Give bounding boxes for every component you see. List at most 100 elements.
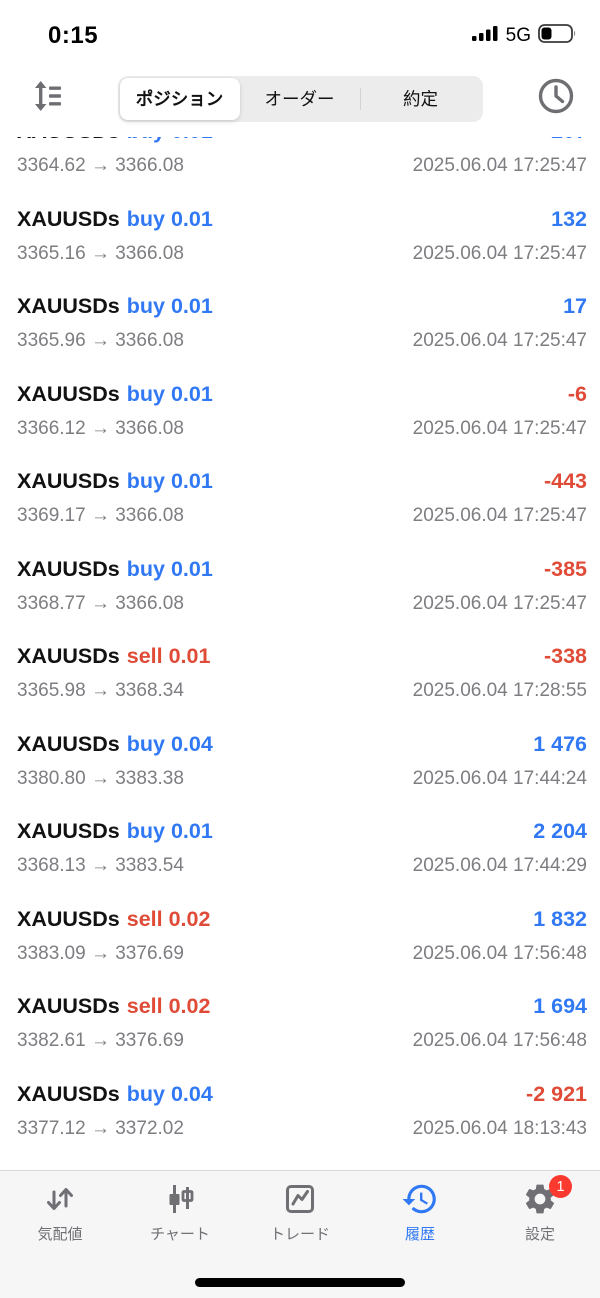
symbol-label: XAUUSDs — [17, 206, 120, 231]
history-row[interactable]: XAUUSDs buy 0.01 2 204 3368.13 → 3383.54 … — [0, 806, 600, 894]
chart-square-icon — [281, 1180, 319, 1218]
clock-icon[interactable] — [536, 76, 576, 121]
symbol-label: XAUUSDs — [17, 469, 120, 493]
price-open-close: 3364.62 → 3366.08 — [17, 155, 184, 176]
bottom-tab-bar: 気配値 チャート トレード — [0, 1170, 600, 1298]
side-volume-label: sell 0.01 — [126, 644, 211, 668]
profit-value: 1 476 — [533, 731, 587, 756]
signal-strength-icon — [471, 25, 499, 48]
profit-value: 17 — [563, 294, 587, 318]
side-volume-label: sell 0.02 — [126, 906, 211, 931]
trade-datetime: 2025.06.04 17:56:48 — [412, 942, 587, 964]
history-row[interactable]: XAUUSDs buy 0.04 -2 921 3377.12 → 3372.02… — [0, 1069, 600, 1157]
trade-datetime: 2025.06.04 17:56:48 — [412, 1030, 587, 1051]
trade-datetime: 2025.06.04 17:44:24 — [412, 767, 587, 789]
price-open-close: 3383.09 → 3376.69 — [17, 942, 184, 964]
history-row[interactable]: XAUUSDs buy 0.01 -443 3369.17 → 3366.08 2… — [0, 456, 600, 544]
price-open-close: 3368.77 → 3366.08 — [17, 592, 184, 614]
side-volume-label: buy 0.01 — [126, 294, 213, 318]
side-volume-label: buy 0.01 — [126, 381, 213, 406]
profit-value: 2 204 — [533, 819, 587, 843]
side-volume-label: buy 0.01 — [127, 137, 213, 143]
symbol-label: XAUUSDs — [17, 381, 120, 406]
profit-value: -2 921 — [526, 1081, 587, 1106]
price-open-close: 3377.12 → 3372.02 — [17, 1117, 184, 1139]
symbol-label: XAUUSDs — [17, 994, 120, 1018]
arrows-down-up-icon — [41, 1180, 79, 1218]
side-volume-label: buy 0.04 — [126, 731, 213, 756]
battery-icon — [538, 24, 578, 48]
history-row[interactable]: XAUUSDs sell 0.01 -338 3365.98 → 3368.34 … — [0, 631, 600, 719]
profit-value: 1 694 — [533, 994, 587, 1018]
profit-value: -6 — [567, 381, 587, 406]
history-tab-group: ポジション オーダー 約定 — [117, 75, 483, 122]
symbol-label: XAUUSDs — [17, 731, 120, 756]
side-volume-label: buy 0.01 — [126, 556, 213, 581]
history-row[interactable]: XAUUSDs buy 0.01 17 3365.96 → 3366.08 202… — [0, 281, 600, 369]
profit-value: 132 — [551, 206, 587, 231]
trade-datetime: 2025.06.04 18:13:43 — [412, 1117, 587, 1139]
trade-datetime: 2025.06.04 17:44:29 — [412, 855, 587, 876]
trade-datetime: 2025.06.04 17:25:47 — [412, 330, 587, 351]
nav-label: 気配値 — [37, 1226, 83, 1243]
side-volume-label: buy 0.01 — [126, 206, 213, 231]
side-volume-label: buy 0.01 — [126, 469, 213, 493]
trade-datetime: 2025.06.04 17:25:47 — [412, 505, 587, 526]
symbol-label: XAUUSDs — [17, 294, 120, 318]
symbol-label: XAUUSDs — [17, 1081, 120, 1106]
nav-settings[interactable]: 設定 1 — [480, 1175, 600, 1244]
nav-trade[interactable]: トレード — [240, 1180, 360, 1244]
gear-icon — [521, 1180, 559, 1218]
network-type-label: 5G — [505, 25, 531, 46]
nav-quotes[interactable]: 気配値 — [0, 1180, 120, 1244]
price-open-close: 3366.12 → 3366.08 — [17, 417, 184, 439]
tab-orders[interactable]: オーダー — [264, 88, 335, 109]
price-open-close: 3365.98 → 3368.34 — [17, 680, 184, 701]
nav-label: トレード — [269, 1226, 330, 1243]
price-open-close: 3369.17 → 3366.08 — [17, 505, 184, 526]
nav-charts[interactable]: チャート — [120, 1180, 240, 1244]
history-row[interactable]: XAUUSDs buy 0.04 1 476 3380.80 → 3383.38 … — [0, 719, 600, 807]
profit-value: -385 — [543, 556, 587, 581]
history-row[interactable]: XAUUSDs buy 0.01 -385 3368.77 → 3366.08 2… — [0, 544, 600, 632]
price-open-close: 3365.96 → 3366.08 — [17, 330, 184, 351]
symbol-label: XAUUSDs — [17, 644, 120, 668]
symbol-label: XAUUSDs — [17, 556, 120, 581]
trade-datetime: 2025.06.04 17:25:47 — [412, 242, 587, 264]
nav-label: 履歴 — [404, 1226, 435, 1243]
trade-datetime: 2025.06.04 17:25:47 — [412, 417, 587, 439]
history-toolbar: ポジション オーダー 約定 — [0, 60, 600, 137]
trade-datetime: 2025.06.04 17:25:47 — [412, 592, 587, 614]
status-indicators: 5G — [471, 24, 578, 48]
status-bar: 0:15 5G — [0, 0, 600, 60]
history-row[interactable]: XAUUSDs buy 0.01 207 3364.62 → 3366.08 20… — [0, 137, 600, 194]
sort-lines-icon[interactable] — [30, 79, 64, 118]
side-volume-label: sell 0.02 — [126, 994, 211, 1018]
symbol-label: XAUUSDs — [17, 819, 120, 843]
status-time: 0:15 — [48, 22, 99, 49]
history-row[interactable]: XAUUSDs buy 0.01 132 3365.16 → 3366.08 20… — [0, 194, 600, 282]
history-row[interactable]: XAUUSDs buy 0.01 -6 3366.12 → 3366.08 202… — [0, 369, 600, 457]
history-row[interactable]: XAUUSDs sell 0.02 1 694 3382.61 → 3376.69… — [0, 981, 600, 1069]
profit-value: -338 — [543, 644, 587, 668]
side-volume-label: buy 0.01 — [126, 819, 213, 843]
notification-badge: 1 — [549, 1175, 572, 1198]
side-volume-label: buy 0.04 — [126, 1081, 213, 1106]
price-open-close: 3365.16 → 3366.08 — [17, 242, 184, 264]
home-indicator[interactable] — [195, 1278, 405, 1287]
tab-positions[interactable]: ポジション — [119, 77, 240, 120]
trade-datetime: 2025.06.04 17:28:55 — [412, 680, 587, 701]
nav-history[interactable]: 履歴 — [360, 1180, 480, 1244]
symbol-label: XAUUSDs — [17, 906, 120, 931]
trade-datetime: 2025.06.04 17:25:47 — [412, 155, 587, 176]
profit-value: 207 — [551, 137, 587, 144]
segment-divider — [359, 87, 361, 110]
nav-label: チャート — [150, 1226, 210, 1243]
price-open-close: 3368.13 → 3383.54 — [17, 855, 184, 876]
history-row[interactable]: XAUUSDs sell 0.02 1 832 3383.09 → 3376.69… — [0, 894, 600, 982]
profit-value: 1 832 — [533, 906, 587, 931]
tab-deals[interactable]: 約定 — [403, 88, 438, 109]
price-open-close: 3380.80 → 3383.38 — [17, 767, 184, 789]
price-open-close: 3382.61 → 3376.69 — [17, 1030, 184, 1051]
